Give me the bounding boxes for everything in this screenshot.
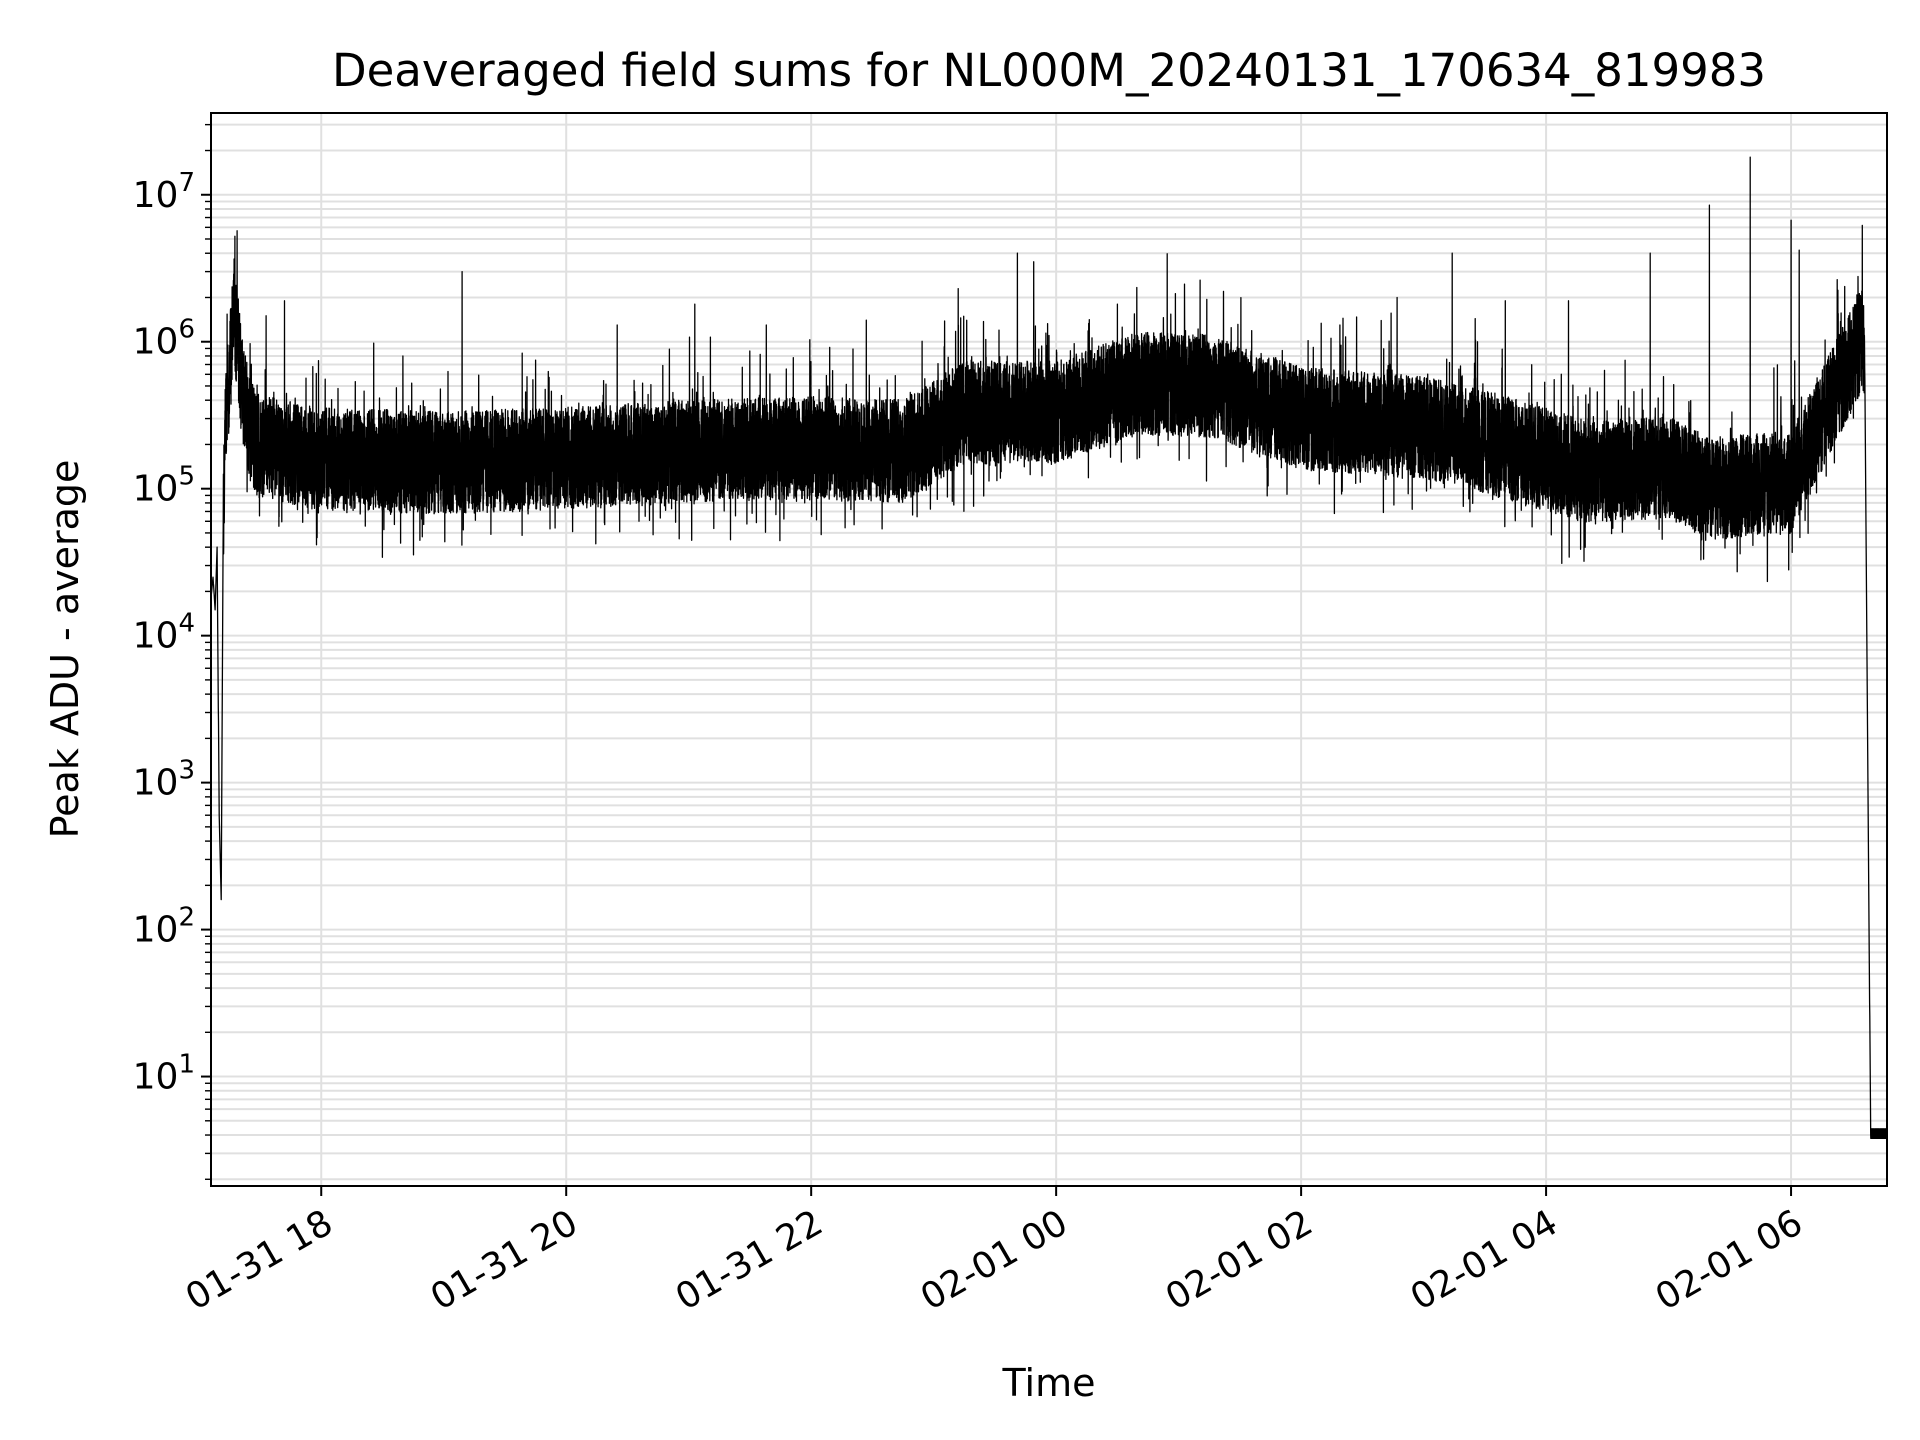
y-tick-label: 101 (133, 1050, 195, 1098)
y-axis-label: Peak ADU - average (43, 460, 87, 839)
y-tick-label-base: 10 (133, 616, 179, 657)
grid (211, 113, 1887, 1186)
y-tick-label-base: 10 (133, 910, 179, 951)
plot-area (210, 156, 1888, 1180)
y-tick-label-exponent: 4 (178, 609, 195, 639)
y-tick-label-exponent: 6 (178, 315, 195, 345)
y-tick-label-exponent: 2 (178, 903, 195, 933)
y-tick-label: 106 (133, 315, 195, 363)
y-tick-label-base: 10 (133, 175, 179, 216)
y-tick-label-exponent: 3 (178, 756, 195, 786)
y-tick-label-exponent: 1 (178, 1050, 195, 1080)
y-tick-label-base: 10 (133, 763, 179, 804)
y-tick-label-exponent: 7 (178, 168, 195, 198)
y-tick-label: 107 (133, 168, 195, 216)
series-line (210, 156, 1888, 1180)
x-axis-label: Time (1002, 1361, 1096, 1405)
chart-title: Deaveraged field sums for NL000M_2024013… (332, 44, 1766, 97)
y-tick-label-base: 10 (133, 322, 179, 363)
y-tick-label: 104 (133, 609, 195, 657)
y-tick-label-base: 10 (133, 469, 179, 510)
y-tick-label: 105 (133, 462, 195, 510)
y-tick-label-exponent: 5 (178, 462, 195, 492)
y-tick-label: 102 (133, 903, 195, 951)
y-tick-label-base: 10 (133, 1057, 179, 1098)
y-tick-label: 103 (133, 756, 195, 804)
